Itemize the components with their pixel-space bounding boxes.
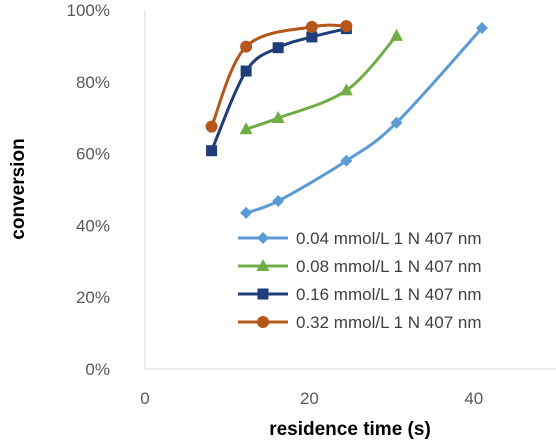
legend-label: 0.04 mmol/L 1 N 407 nm <box>296 229 482 248</box>
x-tick-label: 40 <box>464 389 483 408</box>
data-point <box>240 206 253 219</box>
legend-label: 0.16 mmol/L 1 N 407 nm <box>296 285 482 304</box>
data-point <box>271 111 285 124</box>
series-line <box>245 34 398 131</box>
y-tick-label: 60% <box>76 145 110 164</box>
legend: 0.04 mmol/L 1 N 407 nm 0.08 mmol/L 1 N 40… <box>238 229 482 332</box>
y-tick-label: 40% <box>76 216 110 235</box>
series-1 <box>240 21 489 219</box>
legend-marker <box>257 316 269 328</box>
legend-marker <box>256 259 270 271</box>
data-point <box>206 145 218 157</box>
legend-marker <box>257 288 269 300</box>
data-point <box>239 122 253 135</box>
legend-marker <box>257 232 269 244</box>
series-layer <box>205 20 489 219</box>
x-tick-labels: 0 20 40 <box>140 389 483 408</box>
x-tick-label: 0 <box>140 389 149 408</box>
data-point <box>272 194 285 207</box>
data-point <box>306 31 318 43</box>
data-point <box>205 120 218 133</box>
x-tick-label: 20 <box>300 389 319 408</box>
y-tick-label: 0% <box>85 360 110 379</box>
series-line <box>210 23 347 128</box>
data-point <box>272 42 284 54</box>
series-4 <box>205 20 353 133</box>
series-2 <box>239 28 404 135</box>
legend-label: 0.08 mmol/L 1 N 407 nm <box>296 257 482 276</box>
data-point <box>390 116 403 129</box>
legend-entry: 0.32 mmol/L 1 N 407 nm <box>238 313 482 332</box>
data-point <box>390 28 404 41</box>
y-tick-labels: 0% 20% 40% 60% 80% 100% <box>67 1 110 379</box>
legend-entry: 0.08 mmol/L 1 N 407 nm <box>238 257 482 276</box>
y-tick-label: 80% <box>76 73 110 92</box>
x-axis-title: residence time (s) <box>269 419 431 440</box>
data-point <box>240 40 253 53</box>
data-point <box>305 20 318 33</box>
legend-entry: 0.04 mmol/L 1 N 407 nm <box>238 229 482 248</box>
y-tick-label: 100% <box>67 1 110 20</box>
data-point <box>339 83 353 96</box>
y-axis-title: conversion <box>8 138 29 239</box>
data-point <box>340 154 353 167</box>
series-3 <box>206 23 352 157</box>
legend-label: 0.32 mmol/L 1 N 407 nm <box>296 313 482 332</box>
y-tick-label: 20% <box>76 288 110 307</box>
data-point <box>240 65 252 77</box>
data-point <box>476 21 489 34</box>
data-point <box>340 20 353 33</box>
legend-entry: 0.16 mmol/L 1 N 407 nm <box>238 285 482 304</box>
